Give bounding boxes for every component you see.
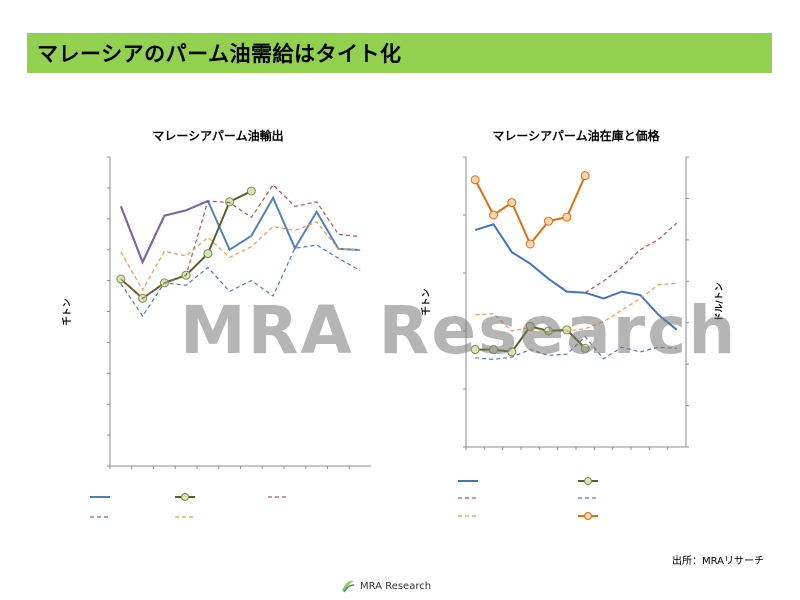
- stock-y-axis-label: 千トン: [420, 288, 432, 315]
- series-point-1: [580, 343, 590, 353]
- series-line-3: [120, 244, 361, 318]
- footer-logo-text: MRA Research: [360, 580, 432, 592]
- exports-y-axis-label: 千トン: [61, 298, 73, 325]
- stock-price-chart-title: マレーシアパーム油在庫と価格: [492, 128, 660, 143]
- series-line-1: [120, 190, 252, 300]
- series-point-5: [489, 210, 498, 220]
- series-line-3: [475, 335, 677, 361]
- series-point-1: [470, 345, 480, 355]
- title-bar: マレーシアのパーム油需給はタイト化: [27, 33, 772, 73]
- series-point-1: [489, 345, 498, 355]
- watermark: MRA Research: [180, 292, 738, 369]
- series-line-2: [584, 222, 678, 294]
- page-title: マレーシアのパーム油需給はタイト化: [37, 42, 402, 66]
- series-point-5: [525, 239, 535, 249]
- series-point-5: [580, 171, 590, 181]
- series-line-2: [120, 183, 361, 300]
- series-line-0-early-segment: [119, 200, 209, 265]
- legend-marker-1: [181, 493, 189, 501]
- legend-marker-1: [584, 477, 592, 485]
- series-point-1: [203, 249, 213, 259]
- legend-marker-5: [584, 512, 592, 520]
- footer-logo: MRA Research: [340, 578, 431, 594]
- source-note: 出所：MRAリサーチ: [672, 556, 765, 567]
- series-point-5: [562, 212, 572, 222]
- series-point-1: [246, 186, 256, 196]
- series-line-5: [474, 175, 587, 246]
- mra-logo-icon: [342, 580, 355, 593]
- series-point-5: [544, 216, 553, 226]
- series-line-4: [120, 221, 361, 292]
- series-point-5: [507, 198, 517, 208]
- series-line-4: [475, 282, 677, 333]
- series-point-1: [507, 347, 517, 357]
- series-point-1: [562, 325, 572, 335]
- stock-price-chart: マレーシアパーム油在庫と価格 千トン ドル/トン: [420, 128, 725, 520]
- exports-chart: マレーシアパーム油輸出 千トン: [61, 128, 371, 518]
- series-point-5: [470, 175, 480, 185]
- exports-chart-title: マレーシアパーム油輸出: [152, 128, 283, 143]
- price-y-axis-label: ドル/トン: [714, 282, 725, 321]
- series-point-1: [225, 197, 235, 207]
- series-line-0: [474, 223, 678, 331]
